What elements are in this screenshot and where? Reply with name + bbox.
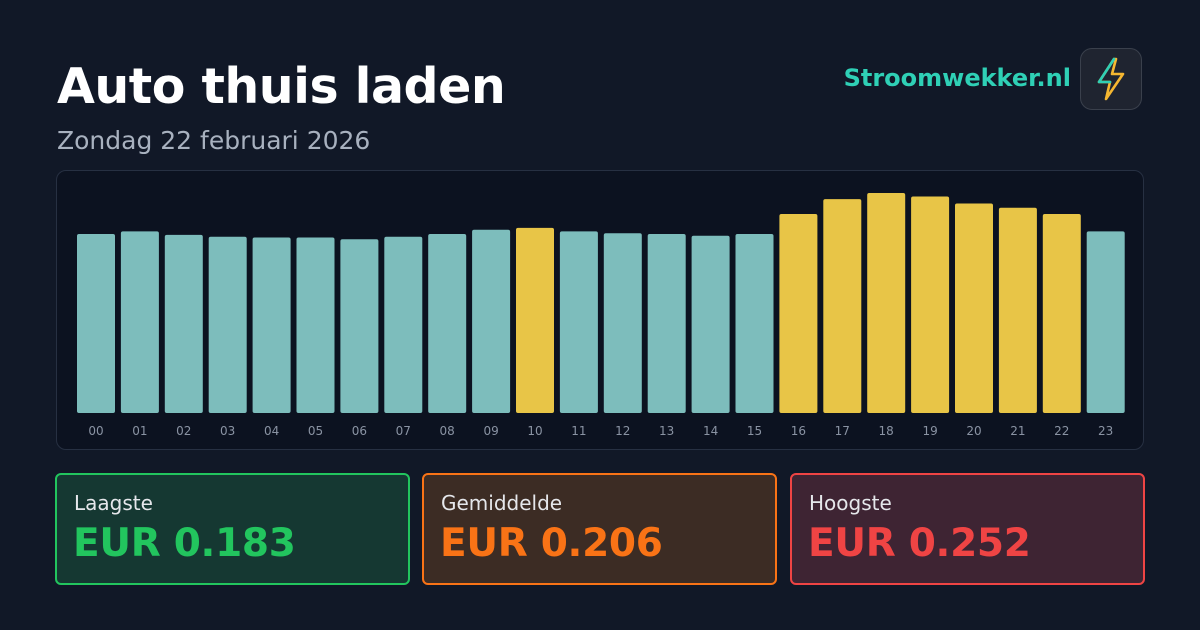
page-title: Auto thuis laden — [57, 58, 506, 115]
x-tick-label: 03 — [220, 424, 235, 438]
highest-price-value: EUR 0.252 — [808, 521, 1031, 566]
bar-hour-12 — [603, 233, 642, 413]
x-tick-label: 20 — [966, 424, 981, 438]
x-tick-label: 07 — [396, 424, 411, 438]
lowest-price-card: Laagste EUR 0.183 — [55, 473, 410, 585]
lightning-bolt-icon — [1097, 57, 1125, 101]
bar-hour-15 — [735, 234, 774, 413]
bar-hour-01 — [120, 231, 159, 413]
average-price-value: EUR 0.206 — [440, 521, 663, 566]
bar-hour-18 — [867, 193, 906, 413]
x-tick-label: 12 — [615, 424, 630, 438]
brand-logo — [1080, 48, 1142, 110]
price-chart-panel: 00 01 02 03 04 05 06 07 08 09 10 11 12 13 14 15 16 17 18 19… — [56, 170, 1144, 450]
bar-hour-13 — [647, 234, 686, 413]
bar-hour-11 — [559, 231, 598, 413]
bar-hour-10 — [516, 227, 554, 413]
bar-hour-03 — [208, 236, 247, 413]
x-tick-label: 19 — [922, 424, 937, 438]
bar-hour-17 — [823, 199, 862, 413]
bar-hour-16 — [779, 214, 818, 413]
bar-hour-07 — [384, 236, 423, 413]
x-tick-label: 09 — [483, 424, 498, 438]
bar-hour-05 — [296, 237, 335, 413]
x-tick-label: 00 — [88, 424, 103, 438]
bar-hour-00 — [77, 234, 115, 413]
x-tick-label: 05 — [308, 424, 323, 438]
x-tick-label: 14 — [703, 424, 718, 438]
bar-hour-14 — [691, 235, 730, 413]
x-tick-label: 10 — [527, 424, 542, 438]
x-tick-label: 22 — [1054, 424, 1069, 438]
average-price-label: Gemiddelde — [441, 491, 563, 515]
x-tick-label: 04 — [264, 424, 279, 438]
bar-hour-19 — [911, 196, 950, 413]
x-tick-label: 02 — [176, 424, 191, 438]
bar-hour-08 — [428, 234, 467, 413]
x-tick-label: 08 — [440, 424, 455, 438]
hourly-price-bar-chart: 00 01 02 03 04 05 06 07 08 09 10 11 12 13 14 15 16 17 18 19… — [77, 193, 1125, 438]
bar-hour-20 — [955, 203, 993, 413]
bar-hour-22 — [1042, 214, 1081, 413]
x-tick-label: 21 — [1010, 424, 1025, 438]
x-tick-label: 13 — [659, 424, 674, 438]
x-tick-label: 01 — [132, 424, 147, 438]
highest-price-label: Hoogste — [809, 491, 892, 515]
x-tick-label: 06 — [352, 424, 367, 438]
bar-hour-23 — [1086, 231, 1125, 413]
x-tick-label: 17 — [835, 424, 850, 438]
bar-hour-04 — [252, 237, 291, 413]
x-tick-label: 23 — [1098, 424, 1113, 438]
x-tick-label: 15 — [747, 424, 762, 438]
average-price-card: Gemiddelde EUR 0.206 — [422, 473, 777, 585]
bar-hour-06 — [340, 239, 379, 413]
bar-hour-21 — [998, 207, 1037, 413]
highest-price-card: Hoogste EUR 0.252 — [790, 473, 1145, 585]
date-subtitle: Zondag 22 februari 2026 — [57, 126, 371, 155]
x-tick-label: 16 — [791, 424, 806, 438]
lowest-price-value: EUR 0.183 — [73, 521, 296, 566]
x-tick-label: 18 — [879, 424, 894, 438]
lowest-price-label: Laagste — [74, 491, 153, 515]
x-tick-label: 11 — [571, 424, 586, 438]
bar-hour-09 — [472, 229, 511, 413]
bar-hour-02 — [164, 234, 203, 413]
brand-name[interactable]: Stroomwekker.nl — [843, 64, 1071, 92]
